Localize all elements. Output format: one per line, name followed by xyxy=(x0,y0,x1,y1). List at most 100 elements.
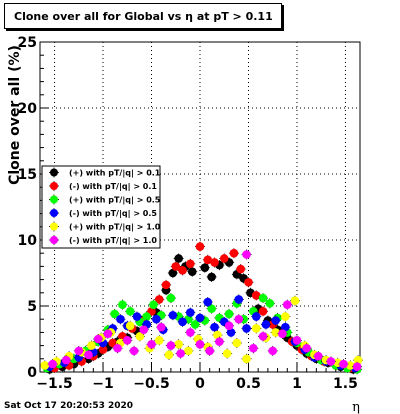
data-point xyxy=(258,332,268,341)
legend-marker xyxy=(50,209,58,217)
data-point xyxy=(346,361,355,370)
data-point xyxy=(224,321,234,331)
x-tick-label: −1 xyxy=(92,376,113,392)
legend-label: (+) with pT/|q| > 1.0 xyxy=(69,223,161,232)
data-point xyxy=(210,258,219,267)
y-axis-label: Clone over all (%) xyxy=(7,45,23,185)
legend-box xyxy=(41,165,161,249)
legend-label: (+) with pT/|q| > 0.5 xyxy=(69,196,161,205)
y-tick-label: 15 xyxy=(18,167,37,183)
data-point xyxy=(195,313,205,323)
data-point xyxy=(339,359,348,369)
legend: (+) with pT/|q| > 0.1 (-) with pT/|q| > 0… xyxy=(41,165,161,249)
data-point xyxy=(210,322,219,332)
x-tick-label: 0 xyxy=(195,376,205,392)
data-point xyxy=(40,361,50,370)
data-point xyxy=(174,339,183,349)
data-point xyxy=(195,339,205,349)
x-tick-label: −1.5 xyxy=(36,376,73,392)
data-point xyxy=(113,343,122,353)
y-tick-label: 10 xyxy=(18,233,38,249)
data-point xyxy=(103,329,113,339)
data-point xyxy=(207,272,216,282)
data-point xyxy=(87,341,96,350)
data-point xyxy=(302,343,311,353)
data-point xyxy=(98,345,108,354)
data-point xyxy=(244,277,253,287)
data-point xyxy=(249,343,258,353)
y-tick-label: 25 xyxy=(18,35,37,51)
data-point xyxy=(142,312,151,321)
data-point xyxy=(125,321,135,331)
data-point xyxy=(166,341,176,350)
legend-marker xyxy=(50,236,58,244)
legend-label: (-) with pT/|q| > 0.5 xyxy=(69,209,157,218)
data-point xyxy=(242,324,251,333)
y-tick-label: 0 xyxy=(27,365,37,381)
data-point xyxy=(352,362,362,372)
data-point xyxy=(326,357,336,366)
data-point xyxy=(215,337,224,346)
data-point xyxy=(74,346,84,356)
data-point xyxy=(205,346,214,356)
data-point xyxy=(168,268,178,278)
legend-label: (-) with pT/|q| > 0.1 xyxy=(69,182,157,191)
data-point xyxy=(176,349,185,358)
x-tick-label: 1 xyxy=(292,376,302,392)
data-point xyxy=(251,291,261,300)
data-point xyxy=(122,336,132,345)
y-tick-label: 20 xyxy=(18,101,38,117)
data-point xyxy=(178,317,187,327)
data-point xyxy=(178,266,187,275)
data-points xyxy=(39,241,364,375)
x-tick-label: −0.5 xyxy=(133,376,170,392)
data-point xyxy=(61,355,71,365)
legend-marker xyxy=(50,195,58,204)
data-point xyxy=(290,296,300,306)
data-point xyxy=(116,314,125,324)
data-point xyxy=(154,336,164,345)
data-point xyxy=(190,320,200,329)
data-point xyxy=(232,338,242,348)
grid-lines xyxy=(40,42,360,372)
data-point xyxy=(265,299,275,308)
data-point xyxy=(48,359,57,369)
data-point xyxy=(168,310,178,320)
data-point xyxy=(200,263,210,273)
data-point xyxy=(186,259,195,269)
data-point xyxy=(207,304,216,313)
data-point xyxy=(154,295,164,304)
chart-title: Clone over all for Global vs η at pT > 0… xyxy=(4,3,282,29)
data-point xyxy=(156,322,166,332)
legend-marker xyxy=(50,168,58,177)
x-tick-label: 1.5 xyxy=(333,376,358,392)
data-point xyxy=(132,312,142,321)
data-point xyxy=(161,280,171,290)
legend-label: (-) with pT/|q| > 1.0 xyxy=(69,236,157,245)
data-point xyxy=(292,336,302,345)
legend-marker xyxy=(50,182,58,190)
data-point xyxy=(84,350,93,360)
data-point xyxy=(268,346,278,356)
data-point xyxy=(166,293,176,303)
data-point xyxy=(229,248,239,258)
data-point xyxy=(224,309,234,319)
data-point xyxy=(186,308,195,317)
data-point xyxy=(184,346,193,356)
x-tick-label: 0.5 xyxy=(236,376,261,392)
data-point xyxy=(258,306,268,316)
data-point xyxy=(110,309,119,319)
data-point xyxy=(281,322,290,332)
data-point xyxy=(271,328,280,337)
data-point xyxy=(174,254,183,263)
series-group xyxy=(47,249,363,372)
data-point xyxy=(251,324,261,333)
data-point xyxy=(234,314,244,324)
data-point xyxy=(147,339,156,349)
data-point xyxy=(353,355,363,365)
y-tick-label: 5 xyxy=(27,299,37,315)
x-axis-label: η xyxy=(352,400,360,414)
data-point xyxy=(171,262,181,271)
data-point xyxy=(164,350,174,360)
